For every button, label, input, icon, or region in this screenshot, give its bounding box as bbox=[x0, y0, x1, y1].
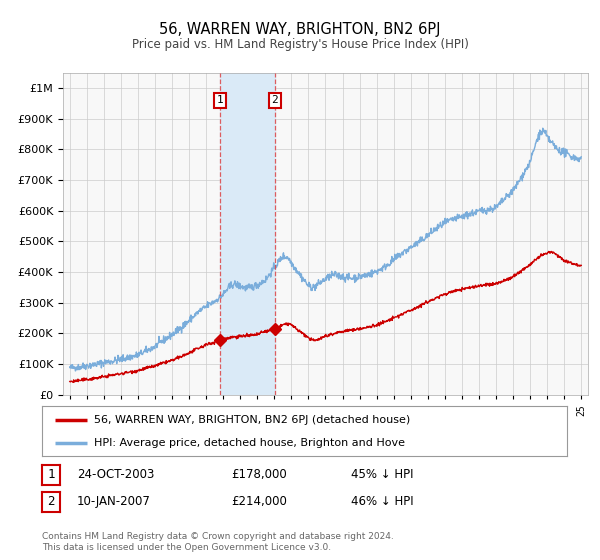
Text: 24-OCT-2003: 24-OCT-2003 bbox=[77, 468, 154, 482]
Bar bbox=[220, 73, 275, 395]
Text: Contains HM Land Registry data © Crown copyright and database right 2024.: Contains HM Land Registry data © Crown c… bbox=[42, 532, 394, 541]
Text: HPI: Average price, detached house, Brighton and Hove: HPI: Average price, detached house, Brig… bbox=[95, 438, 406, 448]
Text: 10-JAN-2007: 10-JAN-2007 bbox=[77, 495, 151, 508]
Text: 56, WARREN WAY, BRIGHTON, BN2 6PJ (detached house): 56, WARREN WAY, BRIGHTON, BN2 6PJ (detac… bbox=[95, 414, 411, 424]
Text: Price paid vs. HM Land Registry's House Price Index (HPI): Price paid vs. HM Land Registry's House … bbox=[131, 38, 469, 52]
Text: 1: 1 bbox=[217, 95, 224, 105]
Text: 45% ↓ HPI: 45% ↓ HPI bbox=[351, 468, 413, 482]
Text: 2: 2 bbox=[271, 95, 278, 105]
Text: £178,000: £178,000 bbox=[231, 468, 287, 482]
Text: 1: 1 bbox=[47, 468, 55, 482]
Text: 2: 2 bbox=[47, 495, 55, 508]
Text: £214,000: £214,000 bbox=[231, 495, 287, 508]
Text: 46% ↓ HPI: 46% ↓ HPI bbox=[351, 495, 413, 508]
Text: 56, WARREN WAY, BRIGHTON, BN2 6PJ: 56, WARREN WAY, BRIGHTON, BN2 6PJ bbox=[159, 22, 441, 37]
Text: This data is licensed under the Open Government Licence v3.0.: This data is licensed under the Open Gov… bbox=[42, 543, 331, 552]
